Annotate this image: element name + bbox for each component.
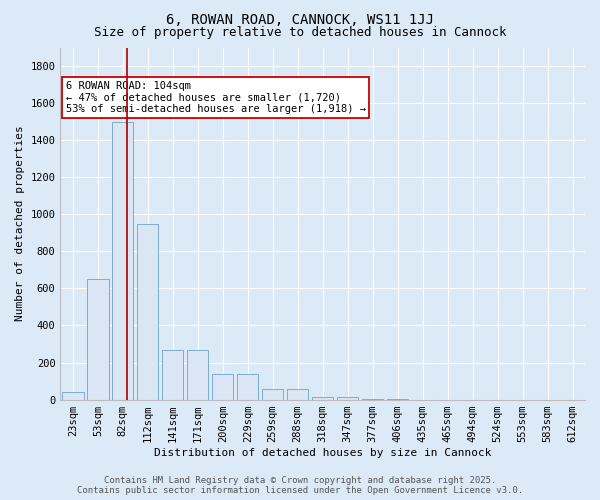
X-axis label: Distribution of detached houses by size in Cannock: Distribution of detached houses by size … [154,448,491,458]
Bar [237,374,259,400]
Bar [337,397,358,400]
Bar [187,350,208,400]
Y-axis label: Number of detached properties: Number of detached properties [15,126,25,322]
Text: Size of property relative to detached houses in Cannock: Size of property relative to detached ho… [94,26,506,39]
Bar [212,374,233,400]
Bar [287,390,308,400]
Bar [362,398,383,400]
Text: 6, ROWAN ROAD, CANNOCK, WS11 1JJ: 6, ROWAN ROAD, CANNOCK, WS11 1JJ [166,12,434,26]
Bar [162,350,184,400]
Text: 6 ROWAN ROAD: 104sqm
← 47% of detached houses are smaller (1,720)
53% of semi-de: 6 ROWAN ROAD: 104sqm ← 47% of detached h… [65,81,365,114]
Bar [137,224,158,400]
Bar [87,279,109,400]
Bar [262,390,283,400]
Bar [62,392,83,400]
Bar [312,397,334,400]
Text: Contains HM Land Registry data © Crown copyright and database right 2025.
Contai: Contains HM Land Registry data © Crown c… [77,476,523,495]
Bar [112,122,133,400]
Bar [387,398,408,400]
